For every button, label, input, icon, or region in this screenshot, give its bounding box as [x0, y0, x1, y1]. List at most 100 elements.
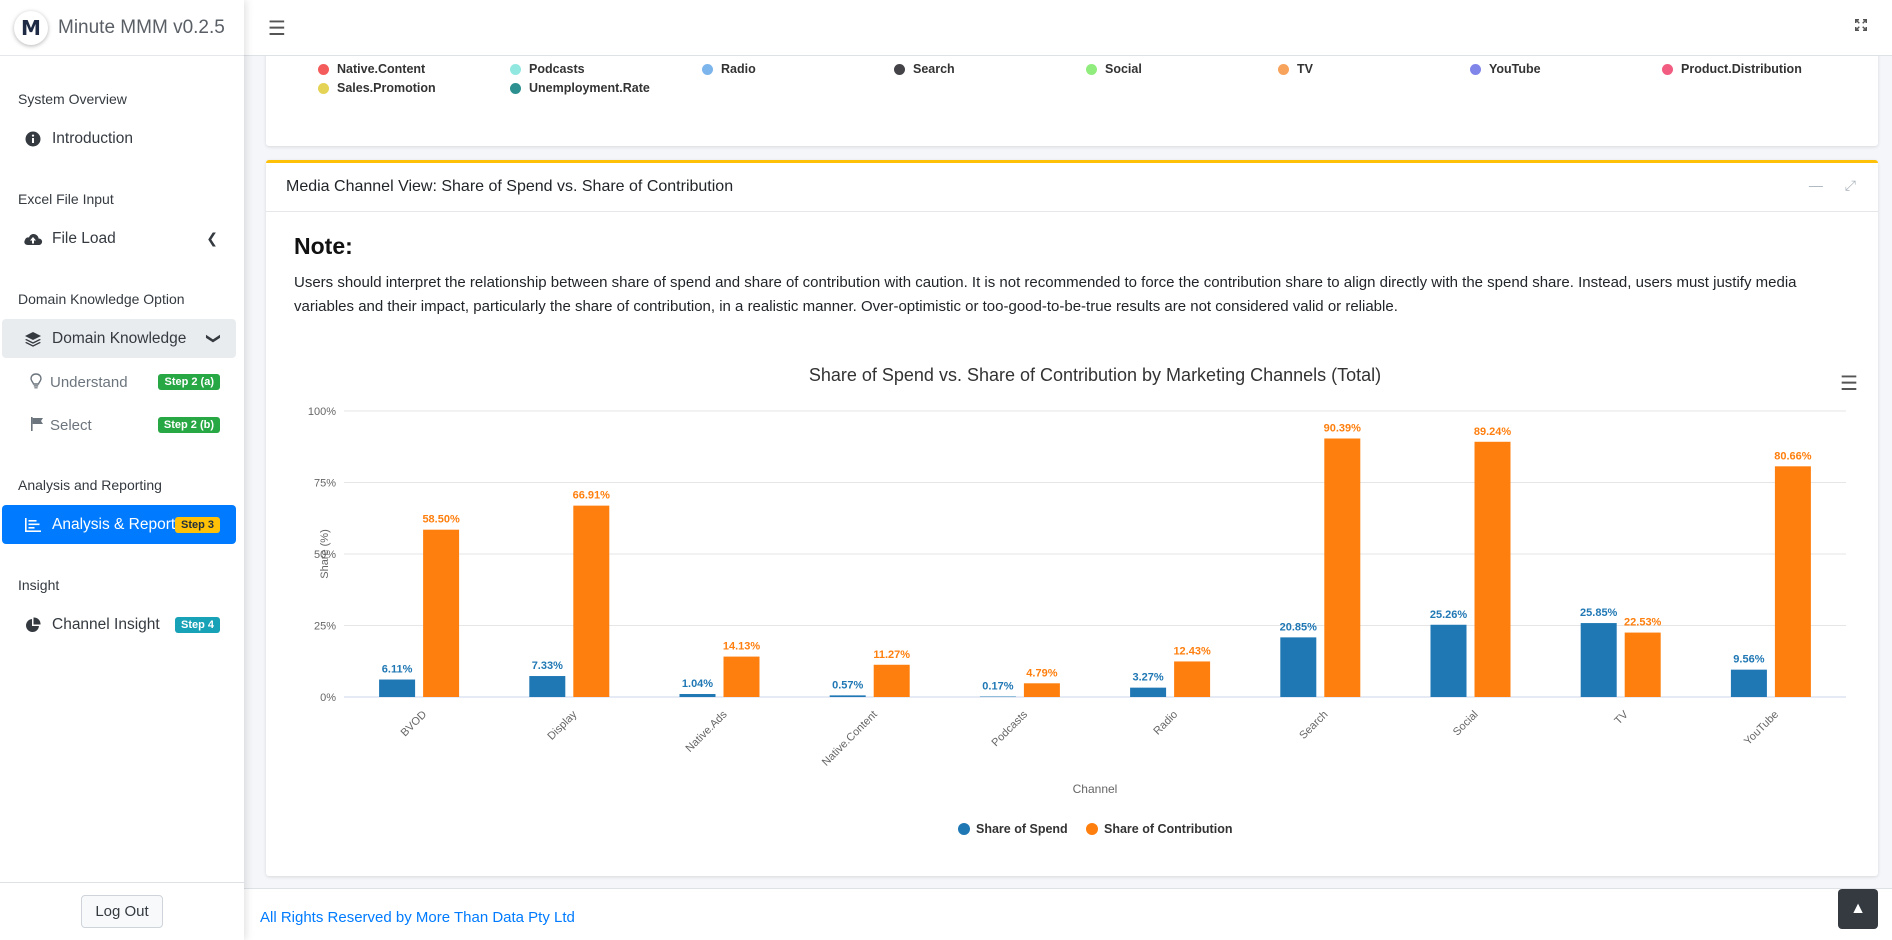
legend-marker	[1086, 823, 1098, 835]
data-label: 20.85%	[1280, 621, 1318, 633]
x-tick-label: Native.Content	[820, 709, 880, 769]
brand-title: Minute MMM v0.2.5	[58, 16, 225, 38]
step-badge: Step 2 (b)	[157, 417, 220, 433]
data-label: 22.53%	[1624, 617, 1662, 629]
legend-item[interactable]: YouTube	[1470, 62, 1541, 76]
note-text: Users should interpret the relationship …	[294, 274, 1797, 315]
bar	[1430, 624, 1467, 697]
bar	[1324, 438, 1361, 697]
layers-icon	[22, 328, 44, 350]
y-tick-label: 0%	[320, 692, 336, 704]
top-navbar: ☰	[244, 0, 1892, 56]
media-channel-card: Media Channel View: Share of Spend vs. S…	[266, 160, 1878, 876]
x-tick-label: Native.Ads	[684, 708, 730, 754]
legend-label: YouTube	[1489, 62, 1541, 76]
step-badge: Step 2 (a)	[158, 374, 220, 390]
data-label: 7.33%	[532, 660, 563, 672]
chevron-left-icon: ❮	[206, 230, 218, 246]
card-header: Media Channel View: Share of Spend vs. S…	[266, 163, 1878, 212]
brand[interactable]: M Minute MMM v0.2.5	[0, 0, 244, 56]
fullscreen-icon[interactable]	[1854, 18, 1868, 37]
sidebar-item-label: Channel Insight	[52, 615, 160, 633]
data-label: 90.39%	[1324, 422, 1362, 434]
bar	[1023, 683, 1060, 697]
footer-link[interactable]: All Rights Reserved by More Than Data Pt…	[260, 909, 575, 926]
bar	[873, 664, 910, 697]
y-tick-label: 25%	[314, 621, 336, 633]
bar	[529, 676, 566, 697]
x-tick-label: YouTube	[1742, 709, 1781, 748]
chart-legend-label: Share of Spend	[976, 822, 1068, 836]
data-label: 58.50%	[422, 514, 460, 526]
legend-item[interactable]: Social	[1086, 62, 1142, 76]
bar	[1580, 623, 1617, 697]
y-tick-label: 75%	[314, 478, 336, 490]
data-label: 6.11%	[382, 664, 413, 676]
note-title: Note:	[294, 233, 353, 259]
sidebar-subitem-select[interactable]: Select Step 2 (b)	[30, 407, 236, 443]
legend-label: Search	[913, 62, 955, 76]
data-label: 80.66%	[1774, 450, 1812, 462]
card-title: Media Channel View: Share of Spend vs. S…	[286, 178, 734, 195]
legend-item[interactable]: Product.Distribution	[1662, 62, 1802, 76]
legend-item[interactable]: Sales.Promotion	[318, 81, 436, 95]
legend-dot-icon	[318, 63, 329, 75]
x-tick-label: Podcasts	[990, 708, 1031, 749]
legend-label: Social	[1105, 62, 1142, 76]
sidebar-subitem-label: Select	[50, 416, 92, 434]
legend-item[interactable]: Search	[894, 62, 955, 76]
bar	[1624, 632, 1661, 697]
bar	[1130, 687, 1167, 697]
sidebar-item-file-load[interactable]: File Load ❮	[2, 219, 236, 258]
chart-title: Share of Spend vs. Share of Contribution…	[809, 365, 1381, 385]
legend-item[interactable]: Unemployment.Rate	[510, 81, 650, 95]
maximize-icon[interactable]: ⤢	[1844, 177, 1856, 193]
data-label: 0.17%	[982, 681, 1013, 693]
sidebar-footer: Log Out	[0, 882, 244, 940]
legend-label: Product.Distribution	[1681, 62, 1802, 76]
data-label: 89.24%	[1474, 426, 1512, 438]
info-icon	[22, 128, 44, 150]
sidebar-item-label: File Load	[52, 229, 116, 247]
collapse-icon[interactable]: —	[1808, 177, 1823, 193]
step-badge: Step 3	[174, 516, 220, 533]
legend-label: Unemployment.Rate	[529, 81, 650, 95]
data-label: 25.26%	[1430, 609, 1468, 621]
data-label: 9.56%	[1733, 654, 1764, 666]
bar	[1174, 661, 1211, 697]
sidebar-item-domain-knowledge[interactable]: Domain Knowledge ❮	[2, 319, 236, 358]
x-tick-label: Radio	[1151, 709, 1180, 738]
chart-svg: Share of Spend vs. Share of Contribution…	[308, 365, 1846, 836]
sidebar-item-introduction[interactable]: Introduction	[2, 119, 236, 158]
sidebar-item-channel-insight[interactable]: Channel Insight Step 4	[2, 605, 236, 644]
data-label: 11.27%	[873, 649, 910, 661]
sidebar-subitem-understand[interactable]: Understand Step 2 (a)	[30, 364, 236, 400]
chart-legend-label: Share of Contribution	[1104, 822, 1232, 836]
x-tick-label: BVOD	[399, 709, 430, 740]
legend-label: Podcasts	[529, 62, 585, 76]
scroll-to-top-button[interactable]: ▲	[1838, 889, 1878, 929]
chevron-up-icon: ▲	[1850, 900, 1866, 917]
chart-menu-icon[interactable]: ☰	[1840, 373, 1858, 395]
logout-button[interactable]: Log Out	[81, 895, 163, 928]
bar	[979, 696, 1016, 698]
legend-item[interactable]: Podcasts	[510, 62, 585, 76]
data-label: 4.79%	[1026, 667, 1057, 679]
hamburger-menu-icon[interactable]: ☰	[268, 18, 286, 40]
flag-icon	[30, 416, 46, 435]
share-chart: Share of Spend vs. Share of Contribution…	[294, 353, 1864, 863]
data-label: 0.57%	[832, 679, 863, 691]
page-footer: All Rights Reserved by More Than Data Pt…	[244, 888, 1892, 940]
legend-item[interactable]: TV	[1278, 62, 1313, 76]
legend-item[interactable]: Native.Content	[318, 62, 425, 76]
legend-item[interactable]: Radio	[702, 62, 756, 76]
bar	[423, 529, 460, 697]
sidebar-item-analysis-report[interactable]: Analysis & Report Step 3	[2, 505, 236, 544]
legend-label: Native.Content	[337, 62, 426, 76]
nav-header-domain-knowledge-option: Domain Knowledge Option	[18, 291, 185, 307]
bar	[1474, 441, 1511, 697]
step-badge: Step 4	[174, 616, 220, 633]
legend-dot-icon	[894, 63, 905, 75]
y-axis-label: Share (%)	[319, 529, 331, 579]
brand-logo: M	[14, 10, 48, 45]
